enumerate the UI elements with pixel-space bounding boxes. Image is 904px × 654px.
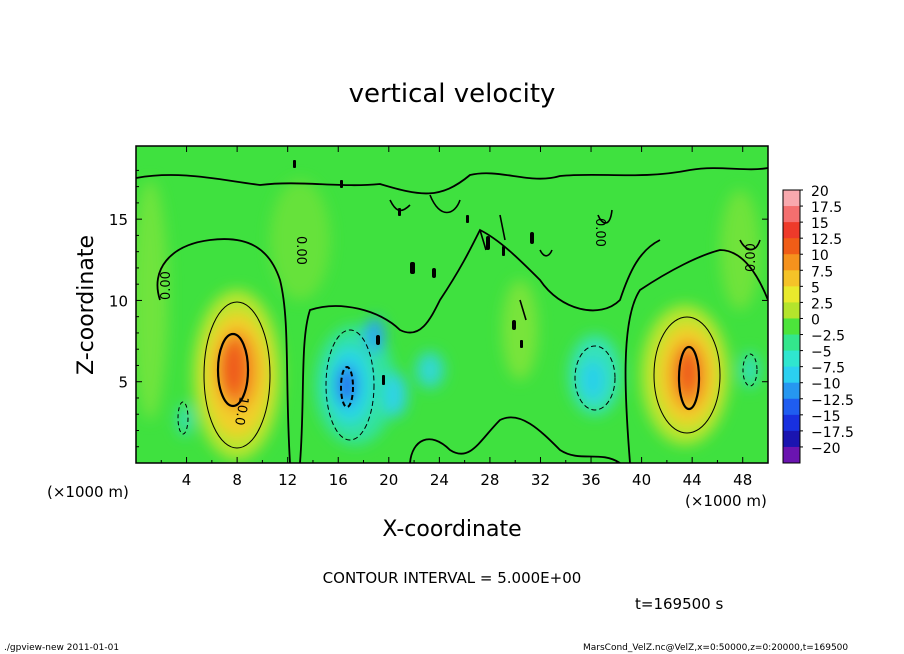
x-tick-label: 12: [278, 471, 297, 489]
time-label: t=169500 s: [635, 595, 723, 613]
contour-neg10-center: [340, 366, 354, 408]
contour-label: 0.00: [592, 218, 607, 247]
x-tick-label: 4: [182, 471, 192, 489]
plot-area: 0.00 0.00 0.00 0.00 10.0: [136, 146, 768, 463]
colorbar-label: −5: [811, 345, 832, 361]
colorbar-label: 0: [811, 312, 820, 328]
colorbar-label: 15: [811, 216, 829, 232]
y-axis-ticks: 5 10 15: [109, 169, 768, 448]
x-tick-label: 48: [733, 471, 752, 489]
contour-label: 0.00: [159, 271, 174, 300]
plot-frame: [135, 145, 769, 464]
contour-neg5-left: [177, 401, 189, 435]
x-unit-right: (×1000 m): [685, 492, 767, 510]
colorbar-label: −12.5: [811, 393, 854, 409]
colorbar-frame: [782, 189, 801, 464]
colorbar-label: 10: [811, 248, 829, 264]
colorbar-swatch: [783, 206, 800, 223]
contour-label: 0.00: [293, 236, 308, 265]
colorbar-swatch: [783, 430, 800, 448]
colorbar-swatch: [783, 446, 800, 464]
contour-interval: CONTOUR INTERVAL = 5.000E+00: [323, 569, 582, 587]
colorbar-label: −2.5: [811, 329, 845, 345]
x-tick-label: 8: [232, 471, 242, 489]
x-tick-label: 32: [531, 471, 550, 489]
x-tick-label: 16: [329, 471, 348, 489]
contour-neg5-right: [574, 345, 616, 411]
colorbar-label: 7.5: [811, 264, 833, 280]
colorbar-swatch: [783, 398, 800, 416]
chart-title: vertical velocity: [349, 79, 556, 109]
contour-5-right: [653, 316, 721, 434]
y-tick-label: 15: [109, 211, 128, 229]
footer-right: MarsCond_VelZ.nc@VelZ,x=0:50000,z=0:2000…: [583, 643, 848, 653]
colorbar-label: −20: [811, 441, 841, 457]
x-tick-label: 28: [480, 471, 499, 489]
colorbar-label: −10: [811, 377, 841, 393]
contour-5-left: [203, 301, 271, 449]
x-tick-label: 24: [430, 471, 449, 489]
colorbar: 2017.51512.5107.552.50−2.5−5−7.5−10−12.5…: [782, 184, 854, 464]
colorbar-swatch: [783, 222, 800, 239]
contour-neg5-small: [742, 353, 758, 387]
colorbar-label: 17.5: [811, 200, 842, 216]
colorbar-swatch: [783, 254, 800, 271]
colorbar-label: −7.5: [811, 361, 845, 377]
x-axis-ticks: 4 8 12 16 20 24 28 32 36 40 44 48: [160, 146, 752, 489]
contour-10-right: [677, 345, 701, 411]
heatmap-fill: [136, 180, 760, 460]
y-tick-label: 5: [118, 374, 128, 392]
colorbar-label: 5: [811, 280, 820, 296]
x-axis-label: X-coordinate: [382, 517, 521, 542]
contour-neg5-center: [325, 329, 375, 441]
colorbar-label: −17.5: [811, 425, 854, 441]
colorbar-swatch: [783, 414, 800, 432]
colorbar-swatch: [783, 318, 800, 336]
contour-blots: [293, 160, 534, 385]
colorbar-swatch: [783, 302, 800, 319]
contour-zero-mid: [299, 228, 661, 463]
colorbar-swatch: [783, 350, 800, 368]
contour-zero-top: [136, 167, 768, 195]
y-tick-label: 10: [109, 292, 128, 310]
x-tick-label: 20: [379, 471, 398, 489]
colorbar-swatch: [783, 366, 800, 384]
contour-zero-bottom: [409, 416, 621, 463]
colorbar-swatch: [783, 238, 800, 255]
contour-zero-right: [624, 249, 768, 463]
colorbar-swatch: [783, 190, 800, 207]
colorbar-swatch: [783, 334, 800, 352]
colorbar-label: −15: [811, 409, 841, 425]
x-unit-left: (×1000 m): [47, 483, 129, 501]
x-tick-label: 36: [581, 471, 600, 489]
contour-zero-left: [156, 238, 291, 463]
colorbar-label: 2.5: [811, 296, 833, 312]
colorbar-swatch: [783, 270, 800, 287]
contour-label: 10.0: [231, 395, 251, 426]
colorbar-swatch: [783, 382, 800, 400]
x-tick-label: 40: [632, 471, 651, 489]
x-tick-label: 44: [683, 471, 702, 489]
footer-left: ./gpview-new 2011-01-01: [4, 643, 119, 653]
colorbar-label: 12.5: [811, 232, 842, 248]
colorbar-label: 20: [811, 184, 829, 200]
contour-label: 0.00: [744, 243, 759, 272]
colorbar-swatch: [783, 286, 800, 303]
contour-10-left: [216, 332, 250, 408]
y-axis-label: Z-coordinate: [74, 235, 99, 375]
